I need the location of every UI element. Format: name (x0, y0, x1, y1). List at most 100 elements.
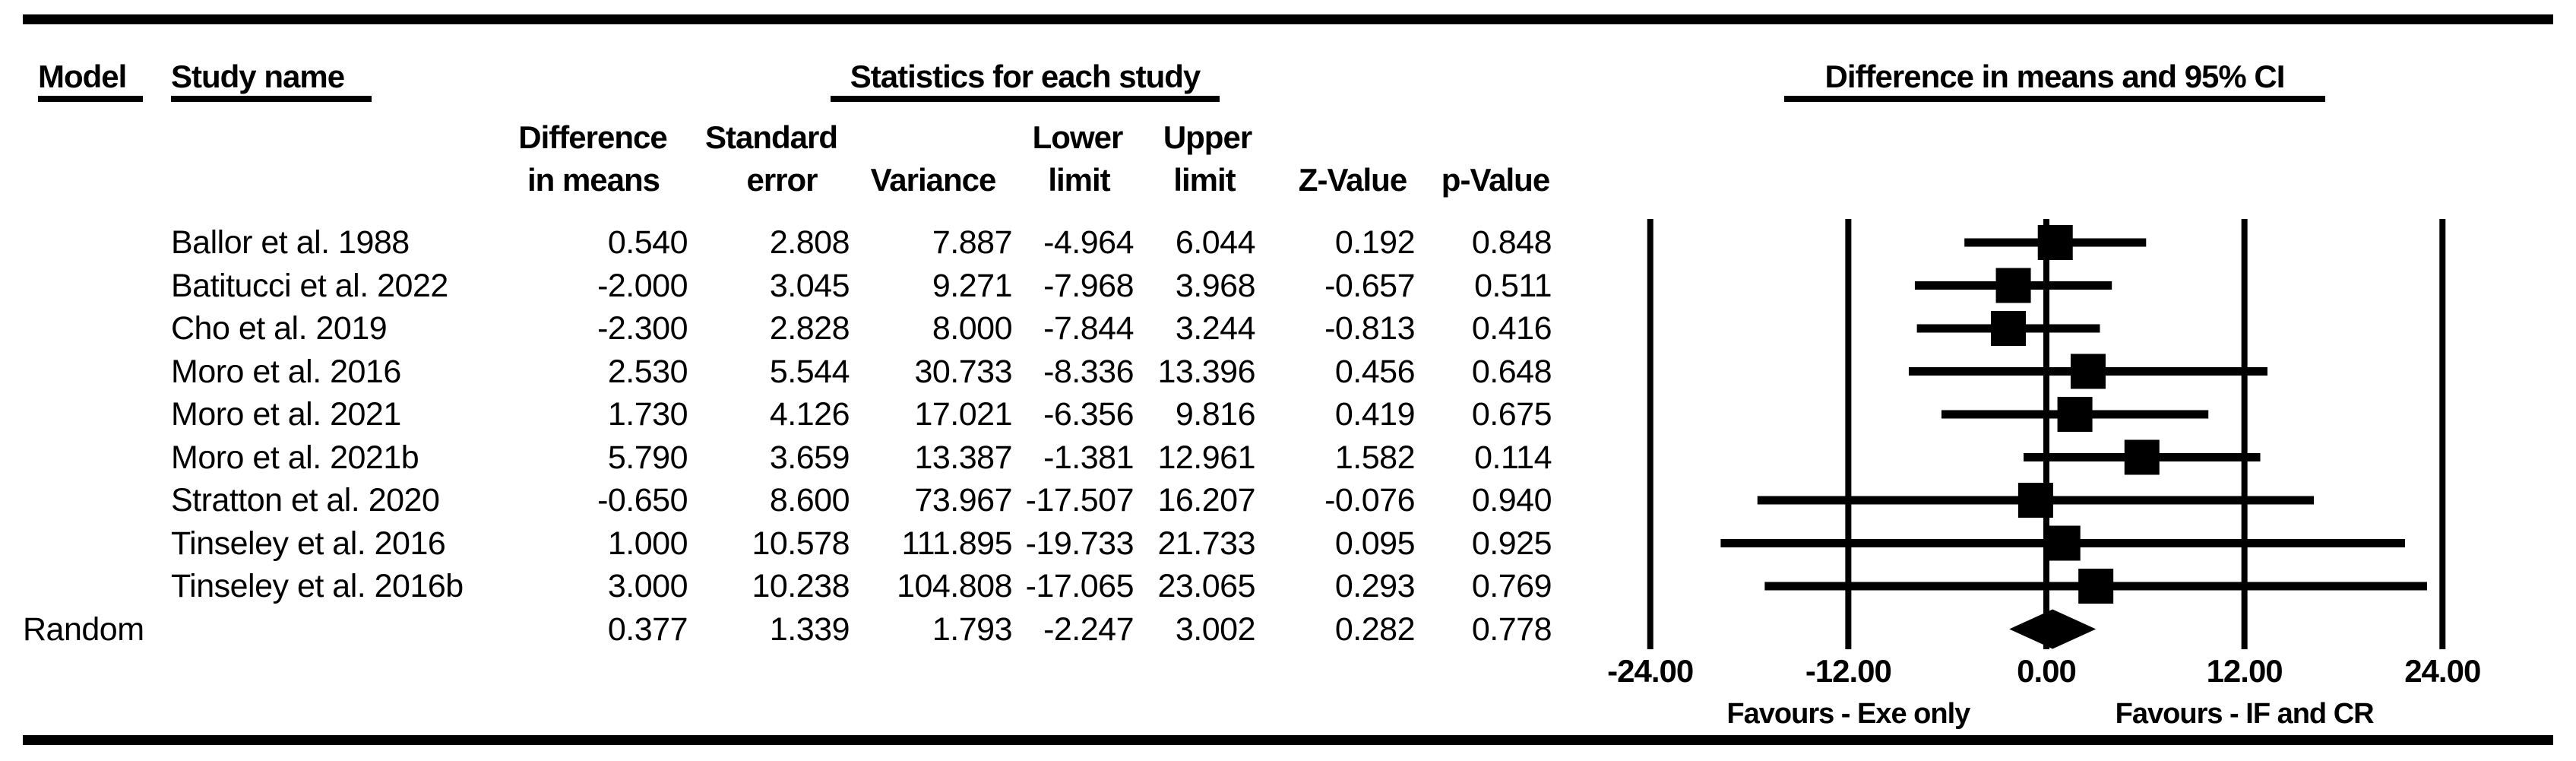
z-value-cell: 0.419 (1334, 396, 1416, 433)
model-cell: Random (23, 610, 144, 648)
z-value-cell: 1.582 (1334, 439, 1416, 476)
se-value-cell: 10.578 (752, 525, 850, 562)
study-name-cell: Batitucci et al. 2022 (171, 267, 448, 304)
p-value-cell: 0.778 (1471, 610, 1552, 648)
axis-tick-label: -24.00 (1607, 653, 1694, 689)
axis-tick-label: 0.00 (2017, 653, 2077, 689)
upper-value-cell: 12.961 (1157, 439, 1255, 476)
lower-value-cell: -7.968 (1043, 267, 1134, 304)
z-value-cell: -0.657 (1324, 267, 1415, 304)
effect-square (2045, 525, 2081, 561)
effect-square (2078, 569, 2114, 604)
upper-header-line2: limit (1173, 162, 1236, 198)
study-name-cell: Moro et al. 2021b (171, 439, 419, 476)
upper-value-cell: 21.733 (1157, 525, 1255, 562)
z-value-cell: 0.192 (1334, 224, 1416, 261)
effect-square (1995, 268, 2031, 303)
variance-value-cell: 104.808 (897, 568, 1012, 604)
z-value-cell: 0.095 (1334, 525, 1416, 562)
diff-value-cell: 3.000 (607, 568, 688, 604)
diff-header-line2: in means (527, 162, 660, 198)
variance-value-cell: 9.271 (932, 267, 1013, 304)
variance-value-cell: 8.000 (932, 310, 1013, 347)
lower-value-cell: -8.336 (1043, 353, 1134, 390)
se-value-cell: 8.600 (769, 482, 850, 518)
p-value-cell: 0.511 (1474, 267, 1552, 304)
p-value-cell: 0.769 (1471, 568, 1552, 604)
lower-value-cell: -6.356 (1043, 396, 1134, 433)
variance-header: Variance (870, 162, 997, 198)
lower-value-cell: -7.844 (1043, 310, 1134, 347)
effect-square (2124, 439, 2160, 475)
lower-value-cell: -1.381 (1043, 439, 1134, 476)
lower-value-cell: -17.507 (1025, 482, 1135, 518)
upper-value-cell: 3.002 (1175, 610, 1256, 648)
diff-header-line1: Difference (518, 119, 667, 155)
study-name-cell: Moro et al. 2016 (171, 353, 401, 390)
se-value-cell: 2.808 (769, 224, 850, 261)
diff-value-cell: -0.650 (597, 482, 688, 518)
summary-diamond (2009, 609, 2097, 649)
axis-tick-label: -12.00 (1805, 653, 1892, 689)
diff-value-cell: -2.000 (597, 267, 688, 304)
effect-square (2017, 483, 2053, 518)
variance-value-cell: 7.887 (932, 224, 1013, 261)
study-name-cell: Cho et al. 2019 (171, 310, 388, 347)
z-value-cell: 0.282 (1334, 610, 1416, 648)
variance-value-cell: 30.733 (914, 353, 1012, 390)
upper-value-cell: 6.044 (1175, 224, 1256, 261)
favours-right-label: Favours - IF and CR (2115, 698, 2375, 730)
diff-value-cell: 1.730 (607, 396, 688, 433)
se-value-cell: 3.659 (769, 439, 850, 476)
lower-value-cell: -17.065 (1025, 568, 1135, 604)
z-value-cell: 0.293 (1334, 568, 1416, 604)
diff-value-cell: 0.540 (607, 224, 688, 261)
effect-square (2057, 397, 2093, 432)
se-value-cell: 2.828 (769, 310, 850, 347)
z-value-cell: -0.076 (1324, 482, 1415, 518)
z-value-cell: 0.456 (1334, 353, 1416, 390)
p-value-cell: 0.925 (1471, 525, 1552, 562)
upper-header-line1: Upper (1163, 119, 1252, 155)
se-value-cell: 1.339 (769, 610, 850, 648)
upper-value-cell: 23.065 (1157, 568, 1255, 604)
p-value-cell: 0.940 (1471, 482, 1552, 518)
p-value-cell: 0.648 (1471, 353, 1552, 390)
lower-header-line2: limit (1048, 162, 1110, 198)
upper-value-cell: 13.396 (1157, 353, 1255, 390)
z-value-cell: -0.813 (1324, 310, 1415, 347)
variance-value-cell: 111.895 (901, 525, 1012, 562)
effect-square (2037, 225, 2073, 260)
upper-value-cell: 3.244 (1175, 310, 1256, 347)
favours-left-label: Favours - Exe only (1726, 698, 1970, 730)
study-name-cell: Stratton et al. 2020 (171, 482, 440, 518)
lower-header-line1: Lower (1032, 119, 1124, 155)
zvalue-header: Z-Value (1298, 162, 1407, 198)
diff-value-cell: 5.790 (607, 439, 688, 476)
diff-value-cell: 1.000 (607, 525, 688, 562)
variance-value-cell: 17.021 (914, 396, 1012, 433)
diff-value-cell: 2.530 (607, 353, 688, 390)
top-border-bar (23, 14, 2553, 24)
study-name-cell: Tinseley et al. 2016 (171, 525, 446, 562)
lower-value-cell: -2.247 (1043, 610, 1134, 648)
diff-value-cell: -2.300 (597, 310, 688, 347)
p-value-cell: 0.416 (1471, 310, 1552, 347)
variance-value-cell: 73.967 (914, 482, 1012, 518)
p-value-cell: 0.114 (1474, 439, 1552, 476)
ci-plot-title: Difference in means and 95% CI (1784, 58, 2325, 102)
axis-tick-label: 24.00 (2404, 653, 2481, 689)
study-name-column-header: Study name (171, 58, 372, 102)
se-value-cell: 10.238 (752, 568, 850, 604)
se-value-cell: 5.544 (769, 353, 850, 390)
lower-value-cell: -4.964 (1043, 224, 1134, 261)
se-header-line2: error (746, 162, 818, 198)
upper-value-cell: 3.968 (1175, 267, 1256, 304)
statistics-section-header: Statistics for each study (831, 58, 1220, 102)
study-name-cell: Moro et al. 2021 (171, 396, 401, 433)
study-name-cell: Ballor et al. 1988 (171, 224, 410, 261)
lower-value-cell: -19.733 (1025, 525, 1135, 562)
upper-value-cell: 9.816 (1175, 396, 1256, 433)
